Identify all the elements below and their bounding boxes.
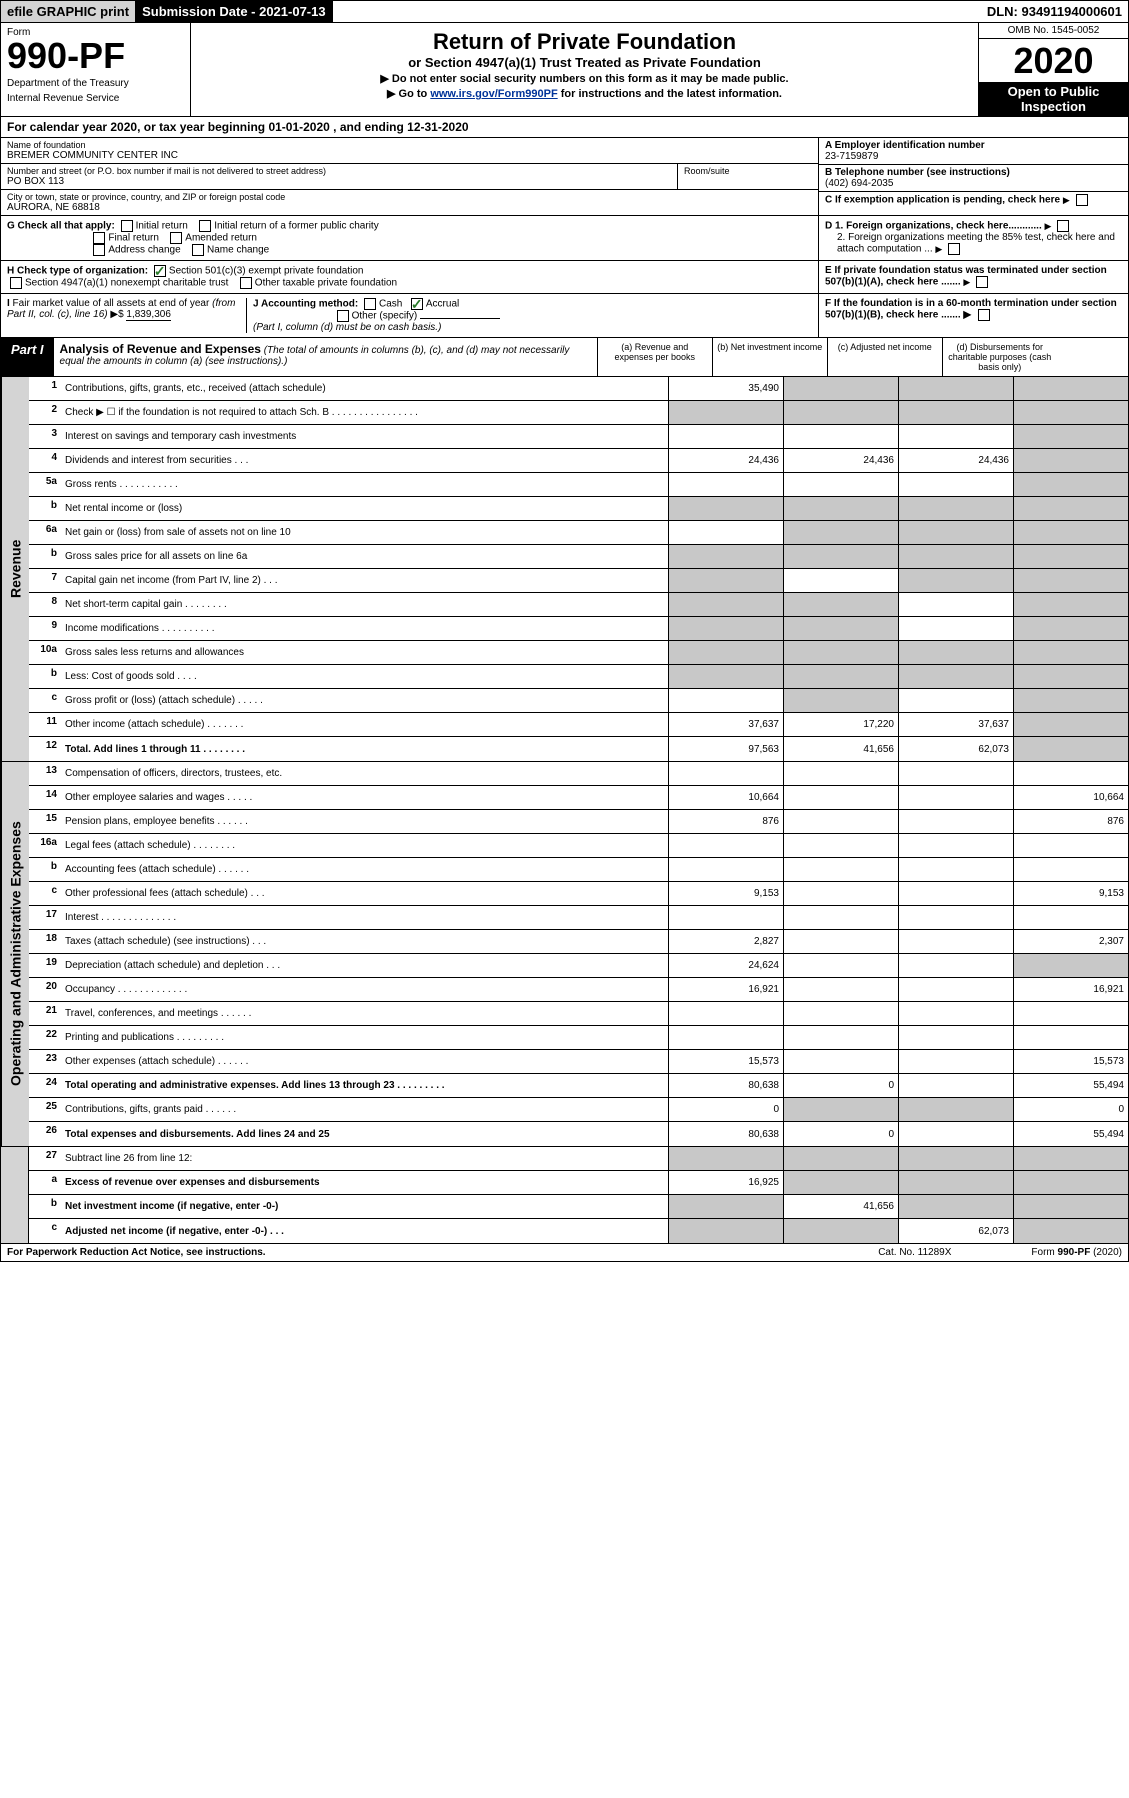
revenue-section: Revenue 1Contributions, gifts, grants, e… — [0, 377, 1129, 762]
part-1-label: Part I — [1, 338, 54, 376]
col-a-header: (a) Revenue and expenses per books — [597, 338, 712, 376]
final-return-checkbox[interactable] — [93, 232, 105, 244]
form-header: Form 990-PF Department of the Treasury I… — [0, 23, 1129, 117]
e-checkbox[interactable] — [976, 276, 988, 288]
part-1-title: Analysis of Revenue and Expenses — [60, 342, 261, 356]
ein-value: 23-7159879 — [825, 151, 1122, 162]
address-change-checkbox[interactable] — [93, 244, 105, 256]
revenue-side-label: Revenue — [1, 377, 29, 761]
form-reference: Form 990-PF (2020) — [1031, 1247, 1122, 1258]
col-c-header: (c) Adjusted net income — [827, 338, 942, 376]
name-change-checkbox[interactable] — [192, 244, 204, 256]
check-row-g-d: G Check all that apply: Initial return I… — [0, 216, 1129, 261]
form-title: Return of Private Foundation — [197, 29, 972, 55]
501c3-checkbox[interactable] — [154, 265, 166, 277]
other-method-checkbox[interactable] — [337, 310, 349, 322]
address-value: PO BOX 113 — [7, 176, 671, 187]
exemption-pending-label: C If exemption application is pending, c… — [825, 195, 1060, 206]
submission-date: Submission Date - 2021-07-13 — [136, 1, 333, 22]
top-bar: efile GRAPHIC print Submission Date - 20… — [0, 0, 1129, 23]
tax-year: 2020 — [979, 39, 1128, 82]
omb-number: OMB No. 1545-0052 — [979, 23, 1128, 39]
d2-label: 2. Foreign organizations meeting the 85%… — [837, 232, 1115, 255]
city-value: AURORA, NE 68818 — [7, 202, 812, 213]
expenses-section: Operating and Administrative Expenses 13… — [0, 762, 1129, 1147]
g-label: G Check all that apply: — [7, 221, 115, 232]
d1-checkbox[interactable] — [1057, 220, 1069, 232]
exemption-checkbox[interactable] — [1076, 194, 1088, 206]
d2-checkbox[interactable] — [948, 243, 960, 255]
name-label: Name of foundation — [7, 140, 812, 150]
city-label: City or town, state or province, country… — [7, 192, 812, 202]
phone-label: B Telephone number (see instructions) — [825, 167, 1122, 178]
col-d-header: (d) Disbursements for charitable purpose… — [942, 338, 1057, 376]
other-taxable-checkbox[interactable] — [240, 277, 252, 289]
j-label: J Accounting method: — [253, 299, 358, 310]
amended-return-checkbox[interactable] — [170, 232, 182, 244]
open-public-label: Open to Public Inspection — [979, 82, 1128, 116]
4947a1-checkbox[interactable] — [10, 277, 22, 289]
address-label: Number and street (or P.O. box number if… — [7, 166, 671, 176]
cash-checkbox[interactable] — [364, 298, 376, 310]
fmv-value: 1,839,306 — [126, 309, 171, 321]
col-b-header: (b) Net investment income — [712, 338, 827, 376]
accrual-checkbox[interactable] — [411, 298, 423, 310]
irs-label: Internal Revenue Service — [7, 93, 184, 104]
f-checkbox[interactable] — [978, 309, 990, 321]
entity-info-block: Name of foundation BREMER COMMUNITY CENT… — [0, 138, 1129, 216]
f-label: F If the foundation is in a 60-month ter… — [825, 298, 1117, 321]
page-footer: For Paperwork Reduction Act Notice, see … — [0, 1244, 1129, 1262]
form-number: 990-PF — [7, 38, 184, 74]
form-subtitle: or Section 4947(a)(1) Trust Treated as P… — [197, 55, 972, 70]
header-note-1: ▶ Do not enter social security numbers o… — [197, 72, 972, 85]
irs-link[interactable]: www.irs.gov/Form990PF — [430, 88, 557, 100]
initial-return-public-checkbox[interactable] — [199, 220, 211, 232]
foundation-name: BREMER COMMUNITY CENTER INC — [7, 150, 812, 161]
check-row-h-e: H Check type of organization: Section 50… — [0, 261, 1129, 294]
phone-value: (402) 694-2035 — [825, 178, 1122, 189]
expenses-side-label: Operating and Administrative Expenses — [1, 762, 29, 1146]
room-label: Room/suite — [684, 166, 812, 176]
dept-treasury: Department of the Treasury — [7, 78, 184, 89]
calendar-year-row: For calendar year 2020, or tax year begi… — [0, 117, 1129, 138]
ein-label: A Employer identification number — [825, 140, 1122, 151]
line-27-section: 27Subtract line 26 from line 12: aExcess… — [0, 1147, 1129, 1244]
paperwork-notice: For Paperwork Reduction Act Notice, see … — [7, 1247, 266, 1258]
dln: DLN: 93491194000601 — [981, 1, 1128, 22]
i-label: I Fair market value of all assets at end… — [7, 298, 235, 320]
j-note: (Part I, column (d) must be on cash basi… — [253, 322, 441, 333]
part-1-header: Part I Analysis of Revenue and Expenses … — [0, 338, 1129, 377]
efile-button[interactable]: efile GRAPHIC print — [1, 1, 136, 22]
catalog-number: Cat. No. 11289X — [878, 1247, 951, 1258]
d1-label: D 1. Foreign organizations, check here..… — [825, 221, 1042, 232]
header-note-2: ▶ Go to www.irs.gov/Form990PF for instru… — [197, 87, 972, 100]
initial-return-checkbox[interactable] — [121, 220, 133, 232]
check-row-i-j-f: I Fair market value of all assets at end… — [0, 294, 1129, 338]
h-label: H Check type of organization: — [7, 266, 148, 277]
